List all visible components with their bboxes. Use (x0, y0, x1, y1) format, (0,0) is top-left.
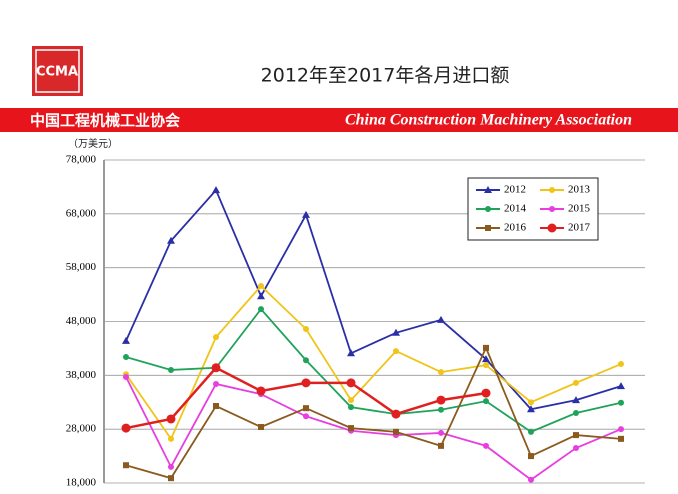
marker (258, 306, 264, 313)
marker (258, 424, 264, 431)
marker (213, 380, 219, 387)
marker (256, 386, 266, 396)
series-line (125, 345, 622, 480)
legend-marker (549, 187, 555, 193)
marker (528, 428, 534, 435)
chart-title: 2012年至2017年各月进口额 (261, 65, 510, 87)
legend-label: 2012 (504, 184, 526, 196)
y-tick-label: 58,000 (66, 261, 97, 273)
marker (303, 413, 309, 420)
marker (527, 405, 535, 413)
legend-marker (484, 186, 492, 193)
series-line (125, 307, 622, 433)
logo-box (32, 46, 83, 96)
marker (573, 432, 579, 439)
marker (348, 404, 354, 411)
marker (438, 369, 444, 376)
legend-label: 2014 (504, 203, 527, 215)
legend-label: 2016 (504, 222, 527, 234)
banner-right: China Construction Machinery Association (345, 112, 632, 129)
legend-marker (485, 206, 491, 212)
logo-text: CCMA (36, 65, 78, 80)
y-tick-label: 48,000 (66, 315, 97, 327)
marker (572, 396, 580, 404)
legend-label: 2013 (568, 184, 591, 196)
legend-label: 2017 (568, 222, 591, 234)
marker (303, 357, 309, 364)
marker (438, 406, 444, 413)
marker (303, 326, 309, 333)
marker (528, 453, 534, 460)
marker (346, 378, 356, 388)
y-tick-label: 78,000 (66, 154, 97, 166)
series-line (125, 376, 622, 481)
marker (168, 366, 174, 373)
legend-marker (547, 223, 557, 233)
marker (212, 186, 220, 194)
marker (483, 398, 489, 405)
marker (302, 210, 310, 218)
marker (483, 362, 489, 369)
marker (483, 442, 489, 449)
marker (123, 462, 129, 469)
marker (213, 403, 219, 410)
logo-frame (35, 49, 80, 93)
marker (481, 388, 491, 398)
marker (391, 409, 401, 419)
marker (483, 344, 489, 351)
series-line (125, 284, 622, 441)
marker (618, 435, 624, 442)
marker (168, 475, 174, 482)
series-line (125, 188, 622, 411)
marker (301, 378, 311, 388)
marker (257, 292, 265, 300)
marker (303, 405, 309, 412)
marker (617, 382, 625, 390)
marker (167, 236, 175, 244)
marker (122, 336, 130, 344)
marker (348, 397, 354, 404)
marker (528, 476, 534, 483)
marker (258, 282, 264, 289)
marker (168, 463, 174, 470)
marker (393, 348, 399, 355)
marker (528, 399, 534, 406)
y-tick-label: 18,000 (66, 477, 97, 489)
marker (347, 349, 355, 357)
legend-marker (485, 225, 491, 231)
marker (618, 399, 624, 406)
marker (393, 428, 399, 435)
marker (121, 423, 131, 433)
banner (0, 108, 678, 132)
marker (482, 355, 490, 363)
marker (573, 410, 579, 417)
legend-label: 2015 (568, 203, 591, 215)
marker (123, 373, 129, 380)
marker (213, 334, 219, 341)
y-axis-label: （万美元） (68, 137, 118, 150)
marker (438, 429, 444, 436)
marker (437, 315, 445, 323)
y-tick-label: 68,000 (66, 207, 97, 219)
marker (348, 425, 354, 432)
y-tick-label: 28,000 (66, 423, 97, 435)
marker (573, 445, 579, 452)
marker (168, 435, 174, 442)
banner-left: 中国工程机械工业协会 (30, 112, 180, 130)
marker (618, 361, 624, 368)
marker (166, 414, 176, 424)
marker (211, 363, 221, 373)
marker (392, 328, 400, 336)
y-tick-label: 38,000 (66, 369, 97, 381)
marker (618, 426, 624, 433)
marker (573, 379, 579, 386)
legend-marker (549, 206, 555, 212)
marker (436, 395, 446, 405)
marker (438, 442, 444, 449)
marker (123, 354, 129, 361)
